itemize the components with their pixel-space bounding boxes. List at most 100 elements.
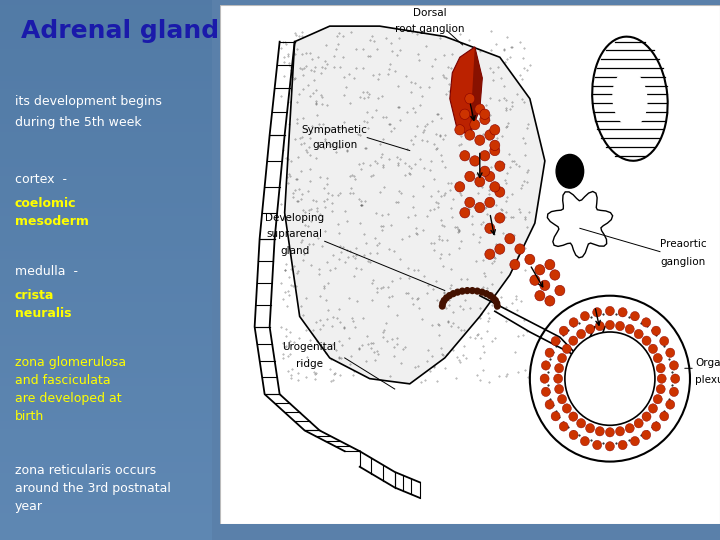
Text: medulla  -: medulla -: [15, 265, 82, 278]
Bar: [0, 213, 212, 216]
Circle shape: [441, 297, 448, 304]
Circle shape: [593, 308, 602, 317]
Bar: [0, 267, 212, 270]
Circle shape: [550, 270, 560, 280]
Bar: [0, 343, 212, 346]
Bar: [0, 367, 212, 370]
Bar: [0, 378, 212, 381]
Bar: [0, 405, 212, 408]
Circle shape: [495, 244, 505, 254]
Circle shape: [535, 265, 545, 275]
Circle shape: [530, 275, 540, 285]
Bar: [0, 208, 212, 211]
Bar: [0, 370, 212, 373]
Bar: [0, 308, 212, 310]
Circle shape: [483, 290, 490, 298]
Bar: [0, 294, 212, 297]
Circle shape: [562, 404, 572, 413]
Bar: [0, 275, 212, 278]
Bar: [0, 211, 212, 213]
Text: coelomic
mesoderm: coelomic mesoderm: [15, 197, 89, 228]
Circle shape: [469, 287, 476, 294]
Circle shape: [618, 440, 627, 450]
Bar: [0, 324, 212, 327]
Circle shape: [618, 308, 627, 317]
Text: Developing: Developing: [265, 213, 324, 223]
Bar: [0, 348, 212, 351]
Text: suprarenal: suprarenal: [266, 230, 323, 239]
Bar: [0, 359, 212, 362]
Circle shape: [485, 223, 495, 233]
Text: plexus: plexus: [695, 375, 720, 384]
Bar: [0, 119, 212, 122]
Bar: [0, 189, 212, 192]
Circle shape: [555, 285, 565, 296]
Bar: [0, 27, 212, 30]
Circle shape: [510, 259, 520, 270]
Bar: [0, 494, 212, 497]
Bar: [0, 248, 212, 251]
Bar: [0, 459, 212, 462]
Bar: [0, 340, 212, 343]
Bar: [0, 356, 212, 359]
Circle shape: [495, 161, 505, 171]
Circle shape: [557, 395, 567, 404]
Circle shape: [656, 384, 665, 394]
Bar: [0, 5, 212, 8]
Bar: [0, 524, 212, 526]
Bar: [0, 289, 212, 292]
Bar: [0, 516, 212, 518]
Bar: [0, 481, 212, 483]
Circle shape: [642, 318, 651, 327]
Polygon shape: [547, 192, 613, 258]
Bar: [0, 256, 212, 259]
Text: zona glomerulosa
and fasciculata
are developed at
birth: zona glomerulosa and fasciculata are dev…: [15, 356, 126, 423]
Bar: [0, 262, 212, 265]
Circle shape: [666, 400, 675, 409]
Bar: [0, 259, 212, 262]
Bar: [0, 19, 212, 22]
Circle shape: [551, 411, 560, 421]
Circle shape: [649, 344, 657, 354]
Bar: [0, 73, 212, 76]
Circle shape: [490, 145, 500, 156]
Text: crista
neuralis: crista neuralis: [15, 289, 71, 320]
Circle shape: [577, 418, 585, 428]
Bar: [0, 24, 212, 27]
Bar: [0, 305, 212, 308]
Circle shape: [474, 104, 485, 114]
Bar: [0, 146, 212, 148]
Text: during the 5th week: during the 5th week: [15, 116, 142, 129]
Circle shape: [554, 363, 564, 373]
Bar: [0, 78, 212, 81]
Bar: [0, 59, 212, 62]
Circle shape: [495, 187, 505, 197]
Text: Preaortic: Preaortic: [660, 239, 706, 249]
Bar: [0, 135, 212, 138]
Bar: [0, 416, 212, 418]
Bar: [0, 375, 212, 378]
Circle shape: [585, 423, 595, 433]
Bar: [0, 254, 212, 256]
Bar: [0, 402, 212, 405]
Bar: [0, 138, 212, 140]
Circle shape: [460, 109, 470, 119]
Circle shape: [580, 312, 590, 321]
Circle shape: [551, 336, 560, 346]
Circle shape: [545, 400, 554, 409]
Bar: [0, 443, 212, 445]
Polygon shape: [284, 26, 545, 384]
Bar: [0, 429, 212, 432]
Bar: [0, 186, 212, 189]
Bar: [0, 170, 212, 173]
Circle shape: [494, 302, 501, 310]
Bar: [0, 281, 212, 284]
Bar: [0, 22, 212, 24]
Bar: [0, 440, 212, 443]
Bar: [0, 43, 212, 46]
Bar: [0, 238, 212, 240]
Circle shape: [625, 423, 634, 433]
Bar: [0, 470, 212, 472]
Circle shape: [495, 213, 505, 223]
Bar: [0, 124, 212, 127]
